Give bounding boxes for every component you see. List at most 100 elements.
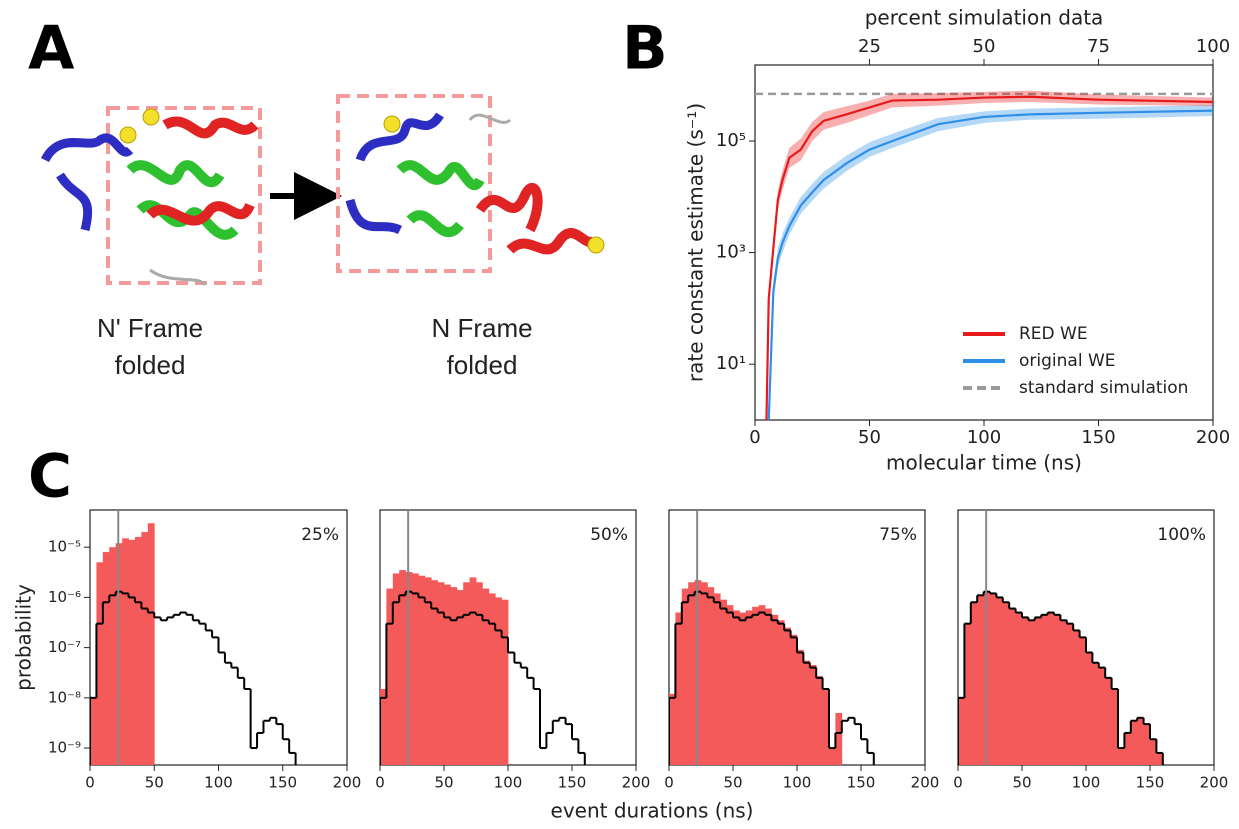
hist-bar xyxy=(122,538,129,765)
hist-bar xyxy=(990,593,997,765)
hist-bar xyxy=(495,597,502,765)
hist-bar xyxy=(784,627,791,765)
x-tick-label: 100 xyxy=(1072,774,1101,792)
panel-label: A xyxy=(28,14,75,84)
hist-bar xyxy=(444,584,451,765)
hist-bar xyxy=(437,582,445,765)
x-tick-label: 150 xyxy=(268,774,297,792)
error-band xyxy=(773,105,1213,303)
x-tick-label: 100 xyxy=(494,774,523,792)
x-tick-label: 150 xyxy=(1081,427,1115,448)
hist-bar xyxy=(1079,637,1087,765)
hist-bar xyxy=(380,688,387,765)
hist-bar xyxy=(424,577,432,765)
plot-area xyxy=(958,510,1164,765)
hist-bar xyxy=(835,712,843,765)
x2-tick-label: 75 xyxy=(1087,36,1110,57)
hist-bar xyxy=(90,697,97,765)
hist-bar xyxy=(822,688,830,765)
hist-bar xyxy=(1002,602,1010,765)
x-tick-label: 200 xyxy=(1200,774,1229,792)
hist-bar xyxy=(1066,623,1074,765)
hist-bar xyxy=(688,582,695,765)
hist-bar xyxy=(1092,662,1100,765)
hist-bar xyxy=(1111,688,1119,765)
hist-bar xyxy=(977,595,984,765)
hist-bar xyxy=(726,605,734,765)
hist-bar xyxy=(1015,612,1023,765)
x-tick-label: 0 xyxy=(953,774,963,792)
x-tick-label: 200 xyxy=(333,774,362,792)
y-tick-label: 10⁻⁸ xyxy=(48,688,81,706)
hist-bar xyxy=(469,577,477,765)
hist-bar xyxy=(134,536,142,765)
x-tick-label: 50 xyxy=(145,774,164,792)
x-tick-label: 200 xyxy=(1196,427,1230,448)
x-tick-label: 0 xyxy=(85,774,95,792)
hist-bar xyxy=(1137,717,1144,765)
y-axis-label: rate constant estimate (s⁻¹) xyxy=(684,103,708,382)
hist-bar xyxy=(1150,739,1157,765)
x-tick-label: 0 xyxy=(749,427,760,448)
hist-bar xyxy=(816,676,823,765)
plot-area xyxy=(669,510,875,765)
hist-bar xyxy=(809,665,817,765)
hist-bar xyxy=(1124,732,1132,765)
x-tick-label: 0 xyxy=(375,774,385,792)
x-tick-label: 50 xyxy=(434,774,453,792)
y-tick-label: 10³ xyxy=(716,242,746,263)
hist-bar xyxy=(752,606,759,765)
annotation: 50% xyxy=(590,525,628,545)
hist-bar xyxy=(147,523,155,765)
hist-bar xyxy=(450,587,458,765)
hist-bar xyxy=(745,610,753,765)
plot-area xyxy=(380,510,586,765)
hist-bar xyxy=(431,580,438,765)
hist-bar xyxy=(128,539,136,765)
hist-bar xyxy=(1041,614,1048,765)
x-tick-label: 100 xyxy=(783,774,812,792)
hist-bar xyxy=(758,605,766,765)
caption: N Frame xyxy=(431,313,532,343)
hist-bar xyxy=(1028,620,1036,765)
hist-bar xyxy=(456,590,464,765)
hist-bar xyxy=(681,588,689,765)
annotation: 75% xyxy=(879,525,917,545)
hist-bar xyxy=(102,552,110,765)
y-tick-label: 10⁵ xyxy=(716,130,746,151)
hist-bar xyxy=(412,573,419,765)
x-tick-label: 50 xyxy=(1012,774,1031,792)
hist-bar xyxy=(1060,620,1068,765)
x-tick-label: 150 xyxy=(847,774,876,792)
hist-bar xyxy=(1022,617,1029,765)
hist-bar xyxy=(713,593,721,765)
hist-bar xyxy=(964,623,972,765)
panel-label: B xyxy=(622,14,668,84)
y-tick-label: 10⁻⁷ xyxy=(48,638,81,656)
hist-bar xyxy=(141,532,149,765)
hist-bar xyxy=(970,602,978,765)
hist-bar xyxy=(720,599,727,765)
legend-label: original WE xyxy=(1019,351,1116,371)
hist-bar xyxy=(418,575,426,765)
hist-bar xyxy=(803,660,811,765)
hist-bar xyxy=(392,573,400,765)
y-axis-label: probability xyxy=(12,584,36,691)
hist-bar xyxy=(1034,617,1042,765)
series-line xyxy=(765,95,1213,420)
hist-bar xyxy=(463,582,470,765)
hist-bar xyxy=(707,587,715,765)
hist-bar xyxy=(675,612,683,765)
x-axis-label: event durations (ns) xyxy=(551,799,754,823)
hist-bar xyxy=(765,608,772,765)
caption: N' Frame xyxy=(97,313,203,343)
x-tick-label: 150 xyxy=(558,774,587,792)
legend-label: standard simulation xyxy=(1019,378,1188,398)
hist-bar xyxy=(1098,667,1106,765)
panel-label: C xyxy=(28,442,72,512)
hist-bar xyxy=(386,588,394,765)
protein-illustration xyxy=(40,94,605,287)
legend-label: RED WE xyxy=(1019,324,1088,344)
hist-bar xyxy=(482,588,490,765)
plot-area xyxy=(90,510,297,765)
